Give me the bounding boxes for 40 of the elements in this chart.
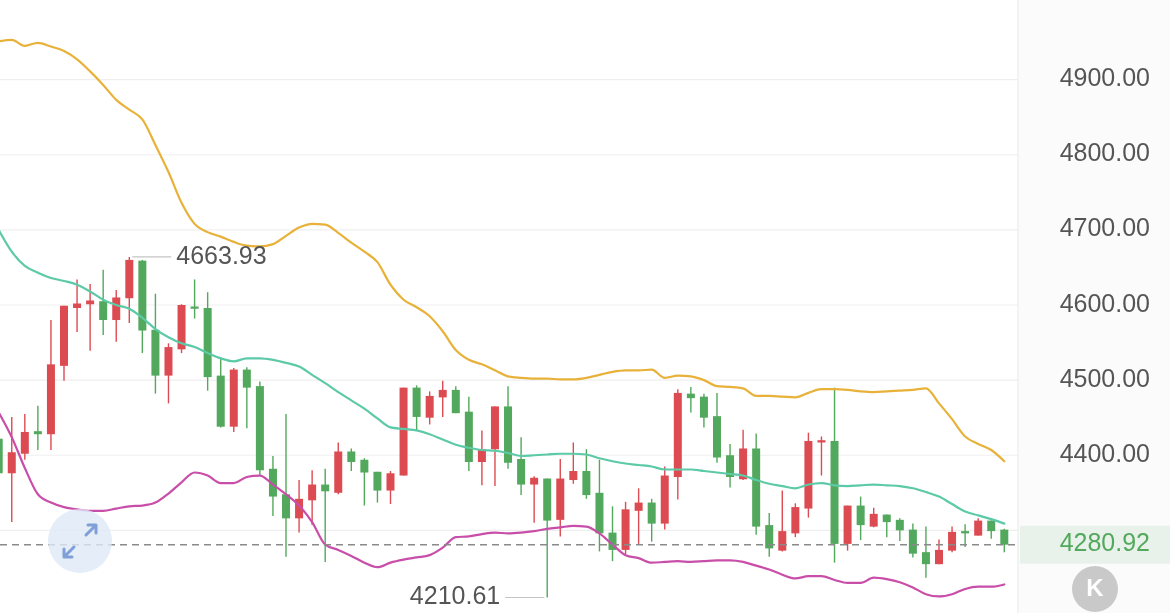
candlestick (856, 495, 865, 541)
candlestick (33, 404, 42, 451)
candlestick (935, 538, 943, 565)
candlestick (425, 390, 434, 426)
candlestick (308, 469, 317, 526)
line-series (0, 38, 1006, 463)
candlestick (895, 517, 904, 542)
candlestick (530, 475, 539, 524)
candlestick (99, 268, 108, 336)
annotation: 4210.61 (409, 581, 501, 610)
candlestick (1000, 528, 1009, 553)
candlestick (726, 443, 735, 489)
candlestick (569, 441, 578, 485)
candlestick (73, 278, 82, 333)
candlestick (451, 385, 460, 414)
ref-line-label: 4280.92 (1059, 528, 1150, 557)
candlestick (386, 470, 395, 505)
y-tick-label: 4400.00 (1059, 438, 1150, 467)
candlestick (20, 413, 29, 461)
candlestick (948, 525, 957, 553)
y-tick-label: 4800.00 (1059, 138, 1150, 167)
candlestick (86, 283, 95, 352)
candlestick (699, 392, 708, 429)
candlestick (373, 471, 382, 504)
candlestick (438, 380, 447, 418)
y-tick-label: 4700.00 (1059, 213, 1150, 242)
candlestick (242, 366, 251, 429)
annotation: 4663.93 (176, 240, 267, 269)
candlestick (7, 416, 16, 523)
candlestick (360, 457, 369, 507)
y-tick-label: 4600.00 (1059, 288, 1150, 317)
candlestick (778, 489, 787, 553)
candlestick (634, 487, 643, 545)
candlestick (347, 447, 356, 472)
candlestick (921, 525, 930, 579)
y-tick-label: 4500.00 (1059, 363, 1150, 392)
candlestick (647, 498, 656, 543)
candlestick (765, 512, 774, 558)
y-tick-label: 4900.00 (1059, 63, 1150, 92)
candlestick (112, 289, 121, 343)
